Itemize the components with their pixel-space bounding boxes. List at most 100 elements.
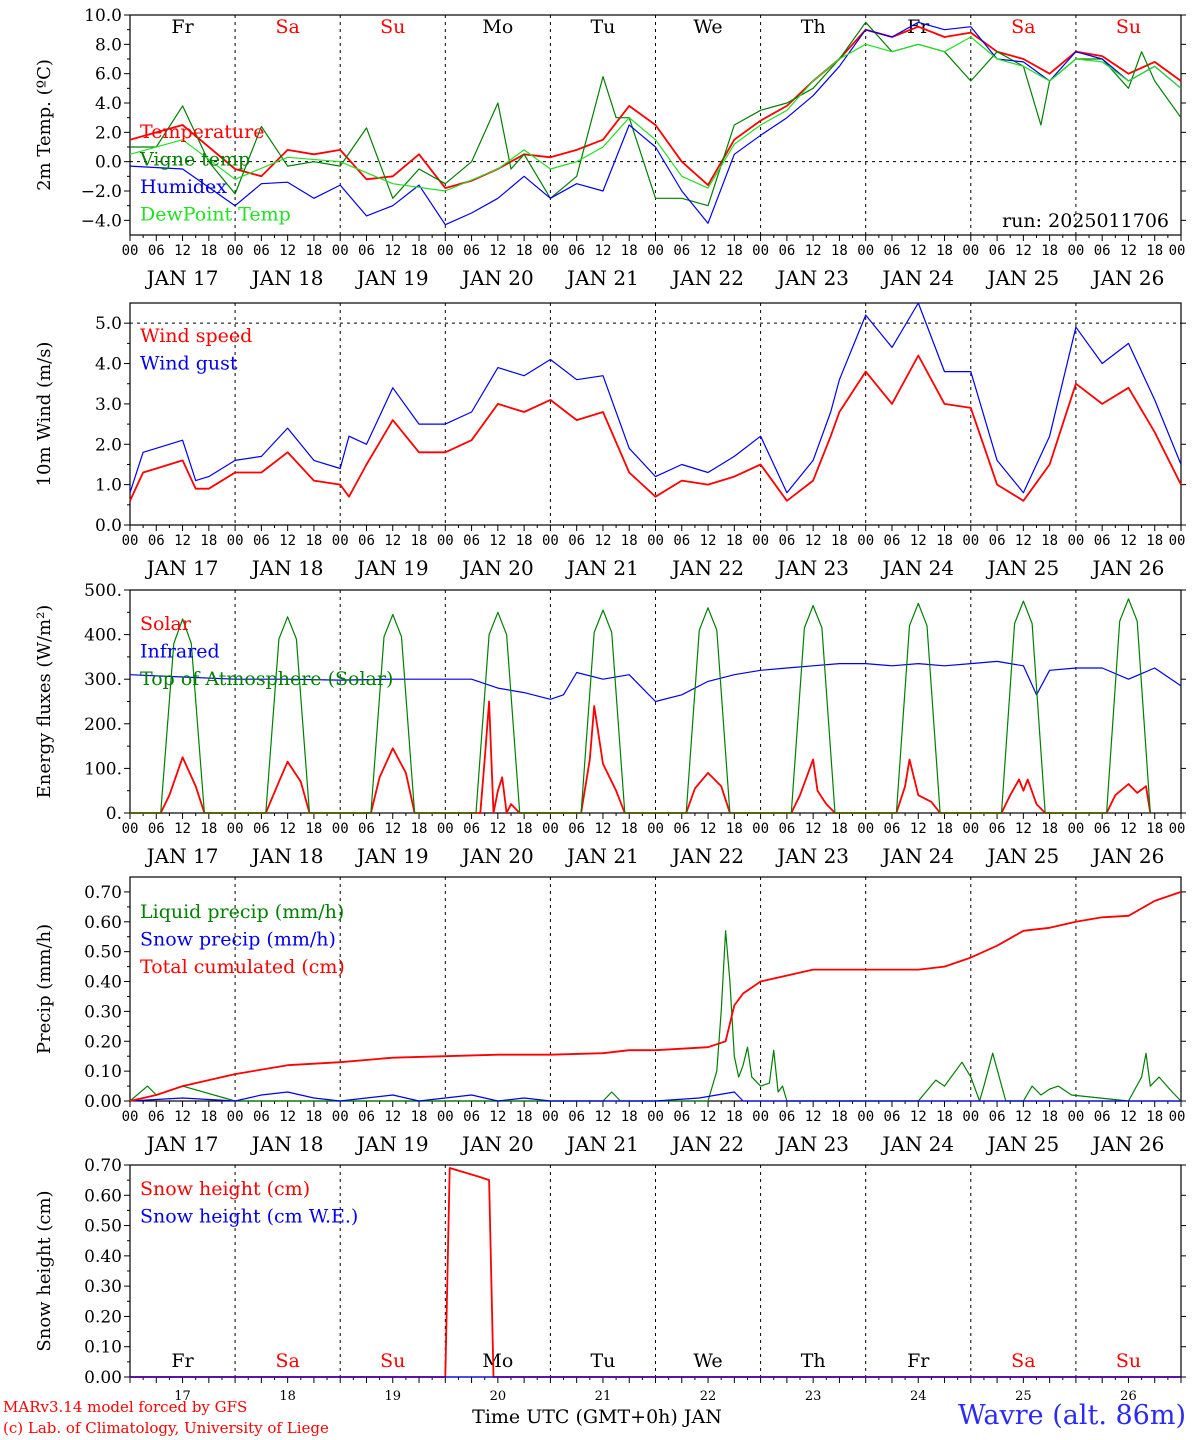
hour-label: 06 xyxy=(778,243,795,259)
hour-label: 12 xyxy=(910,821,927,837)
date-label: JAN 20 xyxy=(460,556,534,580)
day-name: Su xyxy=(380,16,405,38)
hour-label: 18 xyxy=(621,243,638,259)
date-label: JAN 20 xyxy=(460,1132,534,1156)
hour-label: 18 xyxy=(831,1109,848,1125)
hour-label: 12 xyxy=(805,243,822,259)
hour-label: 18 xyxy=(305,533,322,549)
panel-3: 0. 100. 200. 300. 400. 500. Energy fluxes (W/m… xyxy=(34,581,1186,868)
hour-label: 12 xyxy=(384,821,401,837)
series-line-3 xyxy=(129,891,1182,1102)
date-label: JAN 22 xyxy=(670,556,744,580)
y-tick-label: 3.0 xyxy=(95,395,122,415)
hour-label: 12 xyxy=(279,821,296,837)
hour-label: 06 xyxy=(358,1109,375,1125)
hour-label: 18 xyxy=(1041,821,1058,837)
date-label: JAN 21 xyxy=(565,266,639,290)
hour-label: 18 xyxy=(516,533,533,549)
date-label: JAN 17 xyxy=(145,266,219,290)
hour-label: 06 xyxy=(148,821,165,837)
station-name: Wavre (alt. 86m) xyxy=(958,1400,1186,1431)
hour-label: 06 xyxy=(1094,821,1111,837)
hour-label: 18 xyxy=(516,1109,533,1125)
hour-label: 18 xyxy=(200,533,217,549)
hour-label: 00 xyxy=(122,1109,139,1125)
series-line-2 xyxy=(129,1091,1181,1102)
y-tick-label: 300. xyxy=(84,670,122,690)
series-line-2 xyxy=(129,302,1182,494)
hour-label: 18 xyxy=(936,243,953,259)
model-credit: MARv3.14 model forced by GFS xyxy=(3,1398,248,1416)
hour-label: 00 xyxy=(752,821,769,837)
hour-label: 12 xyxy=(1120,821,1137,837)
hour-label: 18 xyxy=(936,1109,953,1125)
day-name: We xyxy=(693,1350,722,1372)
hour-label: 18 xyxy=(411,533,428,549)
hour-label: 18 xyxy=(1041,1109,1058,1125)
hour-label: 00 xyxy=(227,1109,244,1125)
day-name: Fr xyxy=(907,1350,930,1372)
hour-label: 00 xyxy=(542,533,559,549)
hour-label: 00 xyxy=(962,1109,979,1125)
y-tick-label: 6.0 xyxy=(95,65,122,85)
day-name: Su xyxy=(380,1350,405,1372)
day-name: Mo xyxy=(482,16,513,38)
hour-label: 00 xyxy=(1169,1109,1186,1125)
date-label: JAN 19 xyxy=(355,266,429,290)
date-label: JAN 26 xyxy=(1091,266,1165,290)
hour-label: 18 xyxy=(936,533,953,549)
hour-label: 12 xyxy=(174,533,191,549)
hour-label: 18 xyxy=(726,533,743,549)
hour-label: 00 xyxy=(122,821,139,837)
hour-label: 00 xyxy=(122,533,139,549)
hour-label: 18 xyxy=(200,1109,217,1125)
series-line-3 xyxy=(130,598,1151,814)
hour-label: 06 xyxy=(989,243,1006,259)
date-label: JAN 21 xyxy=(565,844,639,868)
hour-label: 18 xyxy=(1041,243,1058,259)
hour-label: 18 xyxy=(411,821,428,837)
legend-entry: Top of Atmosphere (Solar) xyxy=(140,668,393,690)
date-label: JAN 22 xyxy=(670,844,744,868)
hour-label: 12 xyxy=(174,821,191,837)
hour-label: 12 xyxy=(805,533,822,549)
day-name: Sa xyxy=(275,1350,299,1372)
date-label: JAN 17 xyxy=(145,1132,219,1156)
day-number: 20 xyxy=(490,1389,507,1404)
hour-label: 00 xyxy=(1067,1109,1084,1125)
hour-label: 00 xyxy=(122,243,139,259)
day-number: 25 xyxy=(1015,1389,1032,1404)
y-tick-label: 400. xyxy=(84,626,122,646)
day-name: Su xyxy=(1116,1350,1141,1372)
hour-label: 18 xyxy=(621,821,638,837)
y-tick-label: 0.0 xyxy=(95,516,122,536)
y-tick-label: 0.00 xyxy=(84,1368,122,1388)
hour-label: 00 xyxy=(437,243,454,259)
hour-label: 00 xyxy=(857,821,874,837)
panel-4: 0.00 0.10 0.20 0.30 0.40 0.50 0.60 0.70 Precip (… xyxy=(34,876,1186,1156)
day-name: Tu xyxy=(590,16,615,38)
hour-label: 18 xyxy=(831,821,848,837)
date-label: JAN 18 xyxy=(250,844,324,868)
series-line-1 xyxy=(129,354,1182,502)
series-line-1 xyxy=(129,25,1182,190)
hour-label: 12 xyxy=(1120,1109,1137,1125)
hour-label: 06 xyxy=(884,533,901,549)
day-name: We xyxy=(693,16,722,38)
hour-label: 18 xyxy=(516,243,533,259)
hour-label: 00 xyxy=(857,1109,874,1125)
series-line-4 xyxy=(129,36,1182,192)
hour-label: 06 xyxy=(568,821,585,837)
hour-label: 18 xyxy=(621,533,638,549)
y-tick-label: 0.30 xyxy=(84,1277,122,1297)
y-tick-label: 0.40 xyxy=(84,973,122,993)
y-tick-label: −4.0 xyxy=(81,211,122,231)
day-name: Sa xyxy=(275,16,299,38)
run-annotation: run: 2025011706 xyxy=(1002,210,1169,232)
hour-label: 12 xyxy=(700,243,717,259)
hour-label: 06 xyxy=(778,533,795,549)
y-axis-label: Snow height (cm) xyxy=(34,1190,55,1351)
day-name: Sa xyxy=(1011,1350,1035,1372)
hour-label: 06 xyxy=(463,533,480,549)
